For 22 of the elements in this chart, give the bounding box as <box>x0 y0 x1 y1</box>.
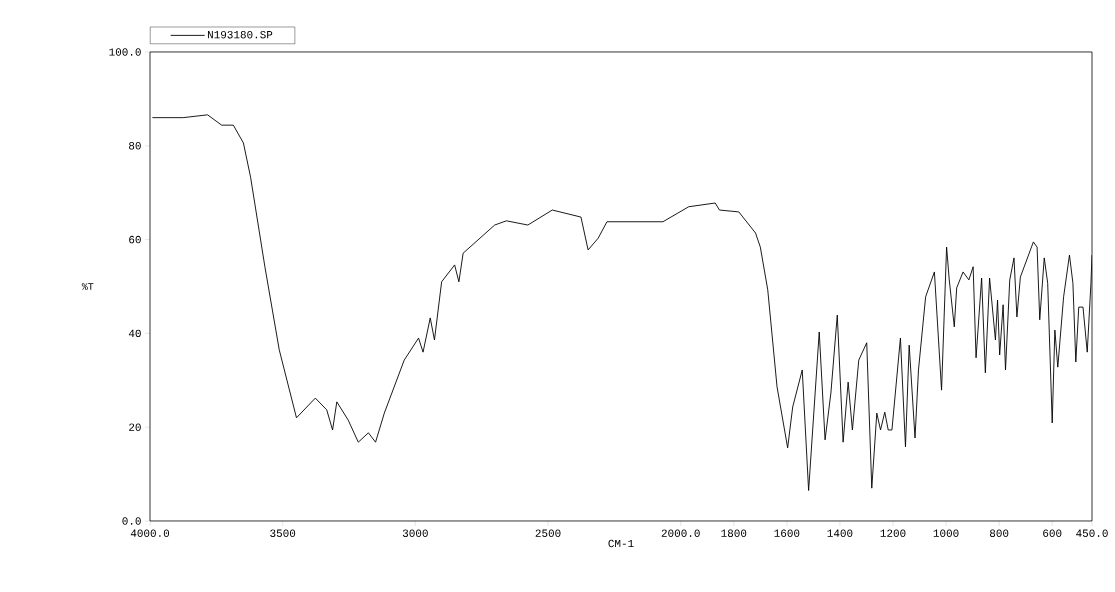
x-tick-label: 2000.0 <box>661 529 700 537</box>
x-tick-label: 1600 <box>774 529 800 537</box>
x-tick-label: 1200 <box>880 529 906 537</box>
x-tick-label: 3000 <box>402 529 428 537</box>
y-tick-label: 100.0 <box>109 48 141 56</box>
x-tick-label: 1000 <box>933 529 959 537</box>
y-tick-label: 0.0 <box>122 517 141 525</box>
y-tick-label: 40 <box>128 329 141 338</box>
x-tick-label: 1800 <box>721 529 747 537</box>
y-tick-label: 80 <box>129 142 141 150</box>
x-tick-label: 1400 <box>827 529 853 537</box>
x-tick-label: 2500 <box>535 529 561 537</box>
y-axis-title: %T <box>81 283 94 290</box>
x-tick-label: 600 <box>1043 529 1062 537</box>
x-tick-label: 450.0 <box>1076 529 1108 537</box>
x-tick-label: 3500 <box>270 529 296 537</box>
y-tick-label: 20 <box>129 423 141 431</box>
x-tick-label: 800 <box>989 529 1009 537</box>
legend-label: N193180.SP <box>207 30 273 39</box>
x-tick-label: 4000.0 <box>130 529 170 537</box>
y-tick-label: 60 <box>129 235 141 244</box>
x-axis-title: CM-1 <box>608 539 634 548</box>
